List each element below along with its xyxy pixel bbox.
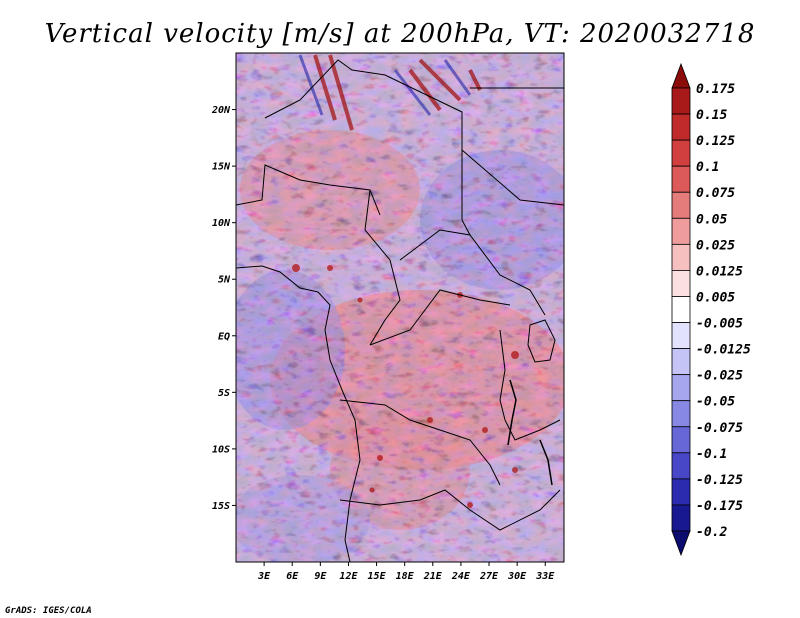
colorbar-label: 0.05 — [696, 212, 727, 227]
border-drc-angola — [339, 399, 501, 486]
colorbar-label: -0.175 — [696, 499, 743, 514]
colorbar-label: -0.1 — [696, 447, 727, 462]
border-car-sudan — [399, 229, 546, 316]
x-tick-label: 3E — [257, 571, 271, 582]
chart-title: Vertical velocity [m/s] at 200hPa, VT: 2… — [45, 19, 756, 49]
y-tick-label: 20N — [211, 105, 231, 116]
velocity-field — [236, 53, 564, 562]
colorbar-label: -0.005 — [696, 317, 743, 332]
colorbar-swatch — [671, 217, 691, 245]
coastline-west — [236, 265, 361, 562]
map-frame — [235, 52, 565, 563]
x-tick-label: 24E — [451, 571, 471, 582]
colorbar-label: -0.125 — [696, 473, 743, 488]
border-angola-zambia — [339, 489, 561, 531]
colorbar-swatch — [671, 400, 691, 428]
border-libya-chad — [264, 59, 463, 220]
lake-tanganyika — [507, 379, 517, 446]
colorbar-label: 0.1 — [696, 160, 719, 175]
x-tick-label: 18E — [396, 571, 415, 582]
x-tick-label: 12E — [339, 571, 358, 582]
y-axis: 20N 15N 10N 5N EQ 5S 10S 15S — [211, 105, 236, 512]
colorbar-label: 0.15 — [696, 108, 727, 123]
colorbar-swatch — [671, 504, 691, 532]
colorbar-label: 0.0125 — [696, 264, 743, 279]
colorbar-swatch — [671, 348, 691, 376]
x-axis: 3E 6E 9E 12E 15E 18E 21E 24E 27E 30E 33E — [257, 562, 555, 582]
colorbar-swatch — [671, 478, 691, 506]
y-tick-label: 10N — [212, 218, 231, 229]
x-tick-label: 21E — [423, 571, 443, 582]
colorbar-bottom-arrow — [671, 530, 691, 557]
colorbar: 0.175 0.15 0.125 0.1 0.075 0.05 0.025 0.0125 0.0… — [671, 62, 751, 557]
colorbar-swatch — [671, 139, 691, 167]
y-tick-label: 5N — [218, 275, 231, 286]
colorbar-swatch — [671, 243, 691, 271]
colorbar-label: 0.025 — [696, 238, 735, 253]
grads-credit: GrADS: IGES/COLA — [5, 606, 92, 616]
colorbar-label: -0.025 — [696, 369, 743, 384]
border-sudan-ethiopia — [461, 149, 564, 236]
colorbar-swatch — [671, 296, 691, 323]
colorbar-label: 0.005 — [696, 290, 735, 305]
updraft-cells — [292, 264, 519, 508]
colorbar-swatch — [671, 87, 691, 115]
colorbar-label: -0.075 — [696, 421, 743, 436]
border-car-drc — [369, 289, 511, 346]
colorbar-label: 0.075 — [696, 186, 735, 201]
downdraft-streaks — [298, 54, 472, 116]
colorbar-label: 0.175 — [696, 82, 735, 97]
colorbar-swatch — [671, 191, 691, 219]
x-tick-label: 30E — [507, 571, 527, 582]
colorbar-label: 0.125 — [696, 134, 735, 149]
y-tick-label: 15S — [212, 501, 230, 512]
colorbar-swatch — [671, 113, 691, 141]
colorbar-swatch — [671, 452, 691, 480]
noise-texture — [236, 53, 564, 562]
colorbar-label: -0.05 — [696, 395, 735, 410]
colorbar-swatch — [671, 270, 691, 297]
lake-malawi — [539, 439, 553, 486]
x-tick-label: 15E — [368, 571, 387, 582]
colorbar-top-arrow — [671, 62, 691, 89]
border-rift-lakes — [499, 329, 561, 441]
y-tick-label: 15N — [212, 162, 231, 173]
y-tick-label: 10S — [212, 444, 230, 455]
x-tick-label: 9E — [314, 571, 327, 582]
updraft-streaks — [313, 54, 482, 131]
lake-victoria — [527, 319, 556, 363]
boundary-lines — [236, 59, 564, 562]
border-cameroon-car — [364, 189, 401, 346]
y-tick-label: EQ — [218, 331, 230, 342]
colorbar-label: -0.0125 — [696, 343, 751, 358]
y-tick-label: 5S — [218, 388, 230, 399]
colorbar-label: -0.2 — [696, 525, 727, 540]
colorbar-swatch — [671, 322, 691, 349]
colorbar-swatch — [671, 165, 691, 193]
map-panel — [235, 52, 565, 563]
x-tick-label: 27E — [479, 571, 499, 582]
colorbar-swatch — [671, 374, 691, 402]
x-tick-label: 6E — [286, 571, 299, 582]
x-tick-label: 33E — [535, 571, 555, 582]
colorbar-swatch — [671, 426, 691, 454]
